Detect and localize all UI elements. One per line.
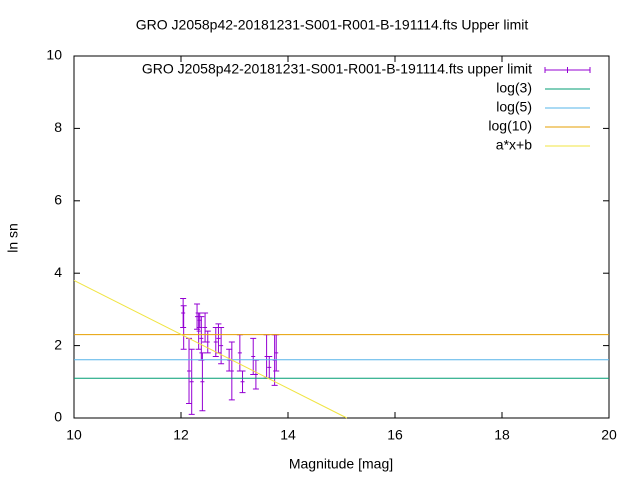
- y-tick-label: 10: [46, 47, 62, 63]
- error-bar: [186, 337, 193, 405]
- error-bar: [199, 352, 206, 412]
- error-bar: [196, 312, 203, 328]
- x-axis-label: Magnitude [mag]: [289, 456, 393, 472]
- error-bar: [212, 327, 219, 357]
- legend-label: GRO J2058p42-20181231-S001-R001-B-191114…: [142, 61, 532, 77]
- error-bar: [198, 316, 205, 361]
- y-axis-label: ln sn: [5, 223, 21, 253]
- legend-swatch: [544, 67, 591, 73]
- error-bar: [228, 341, 235, 401]
- fit-line: [73, 279, 348, 419]
- y-tick-label: 8: [54, 119, 62, 135]
- y-tick-label: 2: [54, 336, 62, 352]
- legend-label: log(10): [488, 118, 532, 134]
- chart-title: GRO J2058p42-20181231-S001-R001-B-191114…: [136, 17, 529, 33]
- error-bar: [218, 327, 225, 365]
- plot-frame: [73, 55, 610, 419]
- error-bar: [194, 303, 201, 330]
- error-bar: [180, 298, 187, 328]
- x-tick-label: 12: [173, 427, 189, 443]
- x-tick-label: 16: [387, 427, 403, 443]
- error-bar: [202, 312, 209, 343]
- error-bar: [239, 370, 246, 394]
- error-bar: [204, 330, 211, 354]
- x-tick-label: 14: [280, 427, 296, 443]
- y-tick-label: 4: [54, 264, 62, 280]
- legend-label: log(5): [496, 99, 532, 115]
- legend-label: log(3): [496, 80, 532, 96]
- x-tick-label: 18: [494, 427, 510, 443]
- x-tick-label: 20: [601, 427, 617, 443]
- legend-label: a*x+b: [496, 137, 532, 153]
- y-tick-label: 0: [54, 409, 62, 425]
- error-bar: [250, 337, 257, 376]
- error-bar: [215, 323, 222, 354]
- y-tick-label: 6: [54, 192, 62, 208]
- error-bar: [188, 348, 195, 415]
- error-bar: [180, 305, 187, 350]
- error-bar: [266, 355, 273, 379]
- x-tick-label: 10: [66, 427, 82, 443]
